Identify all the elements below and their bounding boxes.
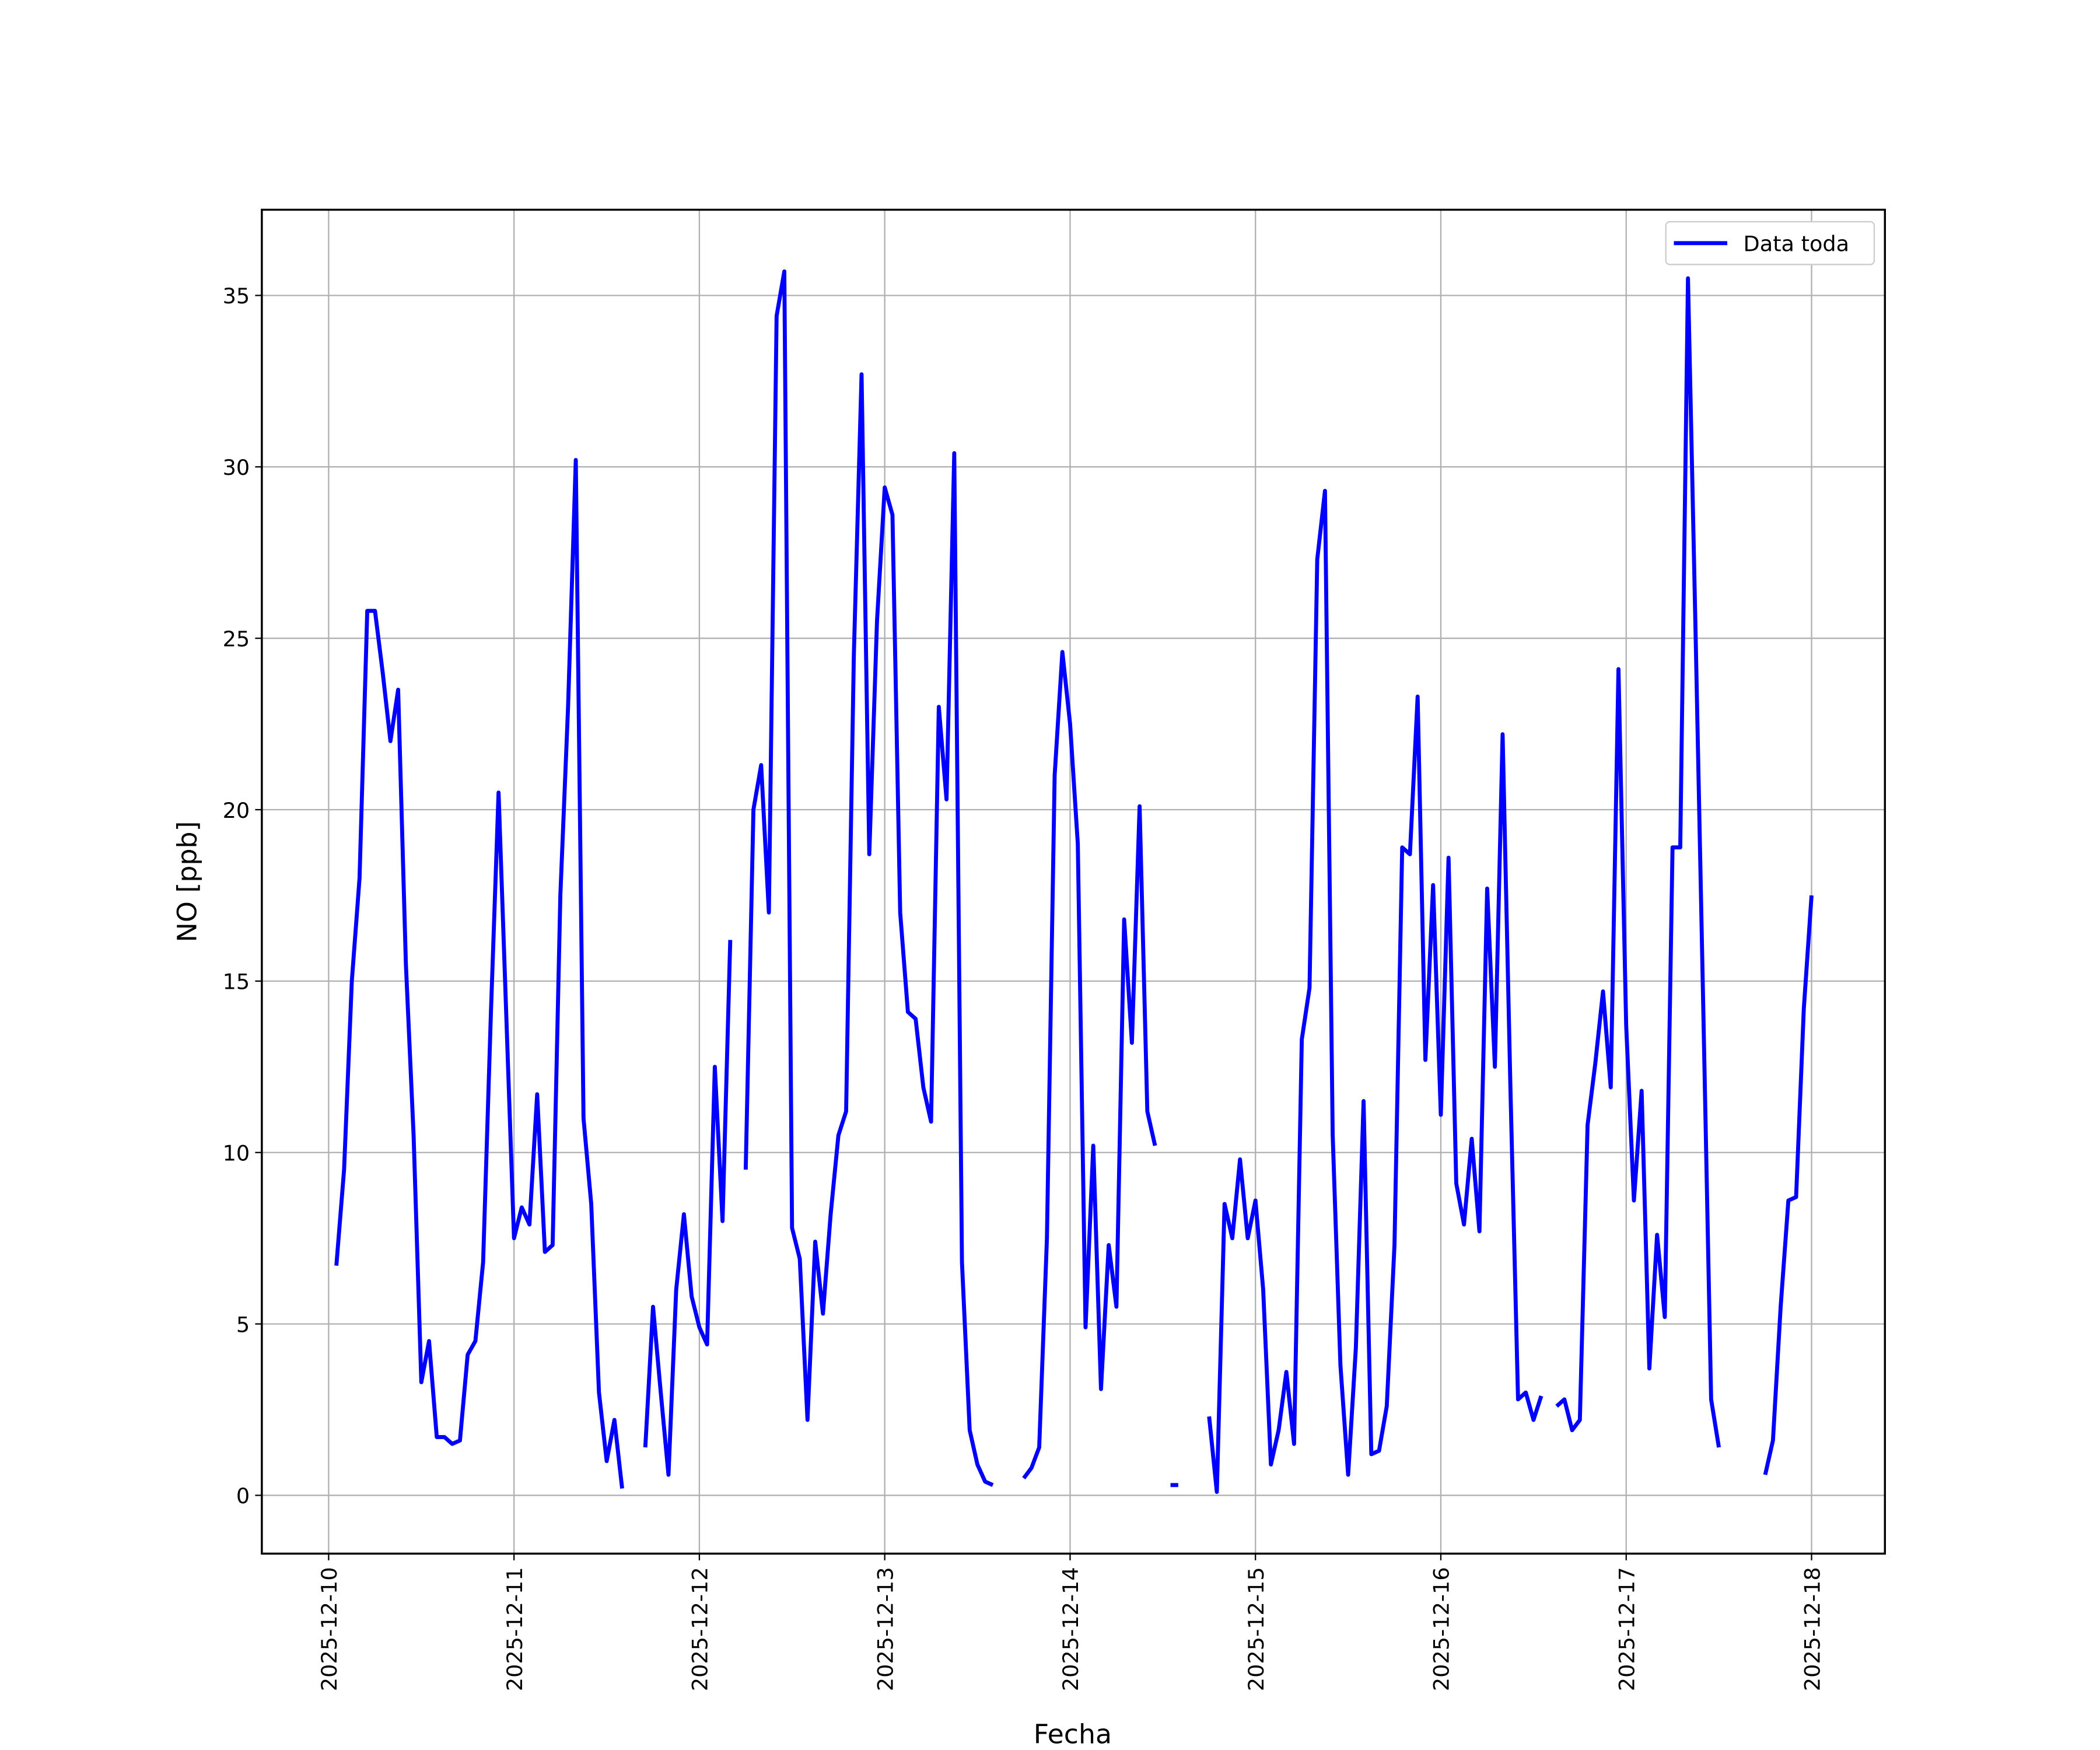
data-line <box>334 269 1814 1494</box>
x-axis-label: Fecha <box>1034 1718 1112 1750</box>
x-tick-label: 2025-12-15 <box>1244 1567 1269 1691</box>
x-tick-label: 2025-12-17 <box>1614 1567 1639 1691</box>
x-tick-label: 2025-12-10 <box>317 1567 342 1691</box>
y-tick-label: 0 <box>236 1483 250 1508</box>
y-axis-label: NO [ppb] <box>172 821 203 943</box>
x-tick-label: 2025-12-18 <box>1800 1567 1825 1691</box>
y-tick-label: 15 <box>223 970 250 995</box>
legend-box <box>1665 221 1875 265</box>
x-tick-label: 2025-12-13 <box>873 1567 898 1691</box>
legend-label: Data toda <box>1744 232 1850 257</box>
plot-frame <box>261 208 1887 1555</box>
x-tick-label: 2025-12-11 <box>502 1567 527 1691</box>
y-tick-label: 20 <box>223 798 250 823</box>
x-tick-label: 2025-12-16 <box>1429 1567 1454 1691</box>
y-tick-label: 10 <box>223 1140 250 1166</box>
y-tick-label: 30 <box>223 455 250 480</box>
x-tick-label: 2025-12-12 <box>688 1567 713 1691</box>
x-tick-label: 2025-12-14 <box>1058 1567 1083 1691</box>
y-tick-label: 5 <box>236 1312 250 1337</box>
y-tick-label: 25 <box>223 626 250 652</box>
y-tick-label: 35 <box>223 284 250 309</box>
